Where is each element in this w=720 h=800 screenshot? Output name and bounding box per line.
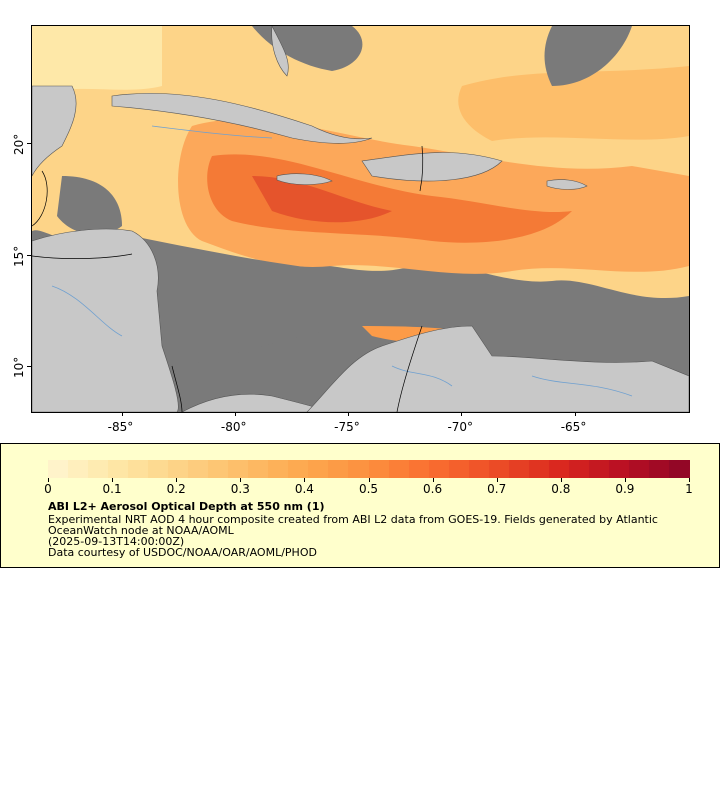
colorbar-tick-label: 1: [685, 482, 693, 496]
colorbar-tick-label: 0.2: [166, 482, 186, 496]
colorbar-cell: [268, 460, 289, 478]
legend-line-2: OceanWatch node at NOAA/AOML: [48, 524, 234, 537]
colorbar-cell: [228, 460, 249, 478]
colorbar-cell: [288, 460, 309, 478]
aod-map: [31, 25, 690, 413]
colorbar-tick-label: 0.4: [294, 482, 314, 496]
colorbar-tick: [176, 478, 178, 482]
colorbar-tick: [496, 478, 498, 482]
puerto-rico-land: [546, 179, 588, 190]
colorbar-cell: [528, 460, 550, 478]
colorbar-tick-label: 0.6: [423, 482, 443, 496]
y-axis-tick-label: 15°: [12, 245, 26, 267]
rivers: [51, 125, 633, 397]
colorbar-tick: [240, 478, 242, 482]
colorbar-tick: [112, 478, 114, 482]
colorbar-cell: [668, 460, 690, 478]
colorbar-cell: [68, 460, 89, 478]
borders: [32, 145, 424, 412]
colorbar-cell: [328, 460, 349, 478]
colorbar-cell: [468, 460, 490, 478]
colorbar-cell: [388, 460, 410, 478]
x-axis-tick-label: -75°: [334, 420, 360, 434]
land-masses: [32, 26, 689, 412]
colorbar-cell: [188, 460, 209, 478]
x-axis-tick: [348, 412, 350, 416]
yucatan-land: [32, 85, 77, 177]
legend-line-4: Data courtesy of USDOC/NOAA/OAR/AOML/PHO…: [48, 546, 317, 559]
colorbar-cell: [128, 460, 149, 478]
colorbar-cell: [348, 460, 369, 478]
colorbar-cell: [568, 460, 590, 478]
y-axis-tick: [27, 143, 31, 145]
colorbar-cell: [488, 460, 510, 478]
y-axis-tick-label: 10°: [12, 357, 26, 379]
legend-line-3: (2025-09-13T14:00:00Z): [48, 535, 185, 548]
colorbar-cell: [368, 460, 390, 478]
colorbar-tick: [624, 478, 626, 482]
colorbar-cell: [308, 460, 329, 478]
colorbar-tick-label: 0.1: [102, 482, 122, 496]
colorbar-tick: [48, 478, 49, 482]
colorbar: [48, 460, 690, 478]
colorbar-cell: [48, 460, 69, 478]
colorbar-cell: [168, 460, 189, 478]
colorbar-cell: [628, 460, 650, 478]
y-axis-tick-label: 20°: [12, 133, 26, 156]
colorbar-tick: [304, 478, 306, 482]
x-axis-tick: [461, 412, 463, 416]
x-axis-tick-label: -65°: [560, 420, 587, 434]
colorbar-tick-label: 0.5: [358, 482, 379, 496]
south-america-land: [306, 325, 689, 412]
colorbar-cell: [448, 460, 470, 478]
map-canvas: [32, 26, 689, 412]
no-data-regions: [57, 26, 689, 366]
colorbar-cell: [248, 460, 269, 478]
colorbar-tick-label: 0.9: [615, 482, 635, 496]
colorbar-tick-label: 0.3: [230, 482, 250, 496]
colorbar-tick-label: 0.8: [551, 482, 571, 496]
colorbar-cell: [548, 460, 570, 478]
jamaica-land: [276, 173, 333, 185]
colorbar-cell: [588, 460, 610, 478]
x-axis-tick-label: -80°: [220, 420, 247, 434]
colorbar-cell: [208, 460, 229, 478]
colorbar-tick-label: 0: [44, 482, 52, 496]
x-axis-tick: [574, 412, 576, 416]
colorbar-cell: [88, 460, 109, 478]
colorbar-tick: [560, 478, 562, 482]
y-axis-tick: [27, 254, 31, 256]
colorbar-cell: [648, 460, 670, 478]
legend-line-1: Experimental NRT AOD 4 hour composite cr…: [48, 513, 658, 526]
colorbar-cell: [108, 460, 129, 478]
cuba-land: [111, 93, 373, 144]
legend-panel: 0 0.1 0.2 0.3 0.4 0.5 0.6 0.7 0.8 0.9 1 ABI L2+ Ae…: [0, 443, 720, 568]
x-axis-tick: [234, 412, 236, 416]
colorbar-tick-label: 0.7: [487, 482, 507, 496]
colorbar-tick: [368, 478, 370, 482]
legend-title: ABI L2+ Aerosol Optical Depth at 550 nm …: [48, 500, 325, 513]
colorbar-cell: [608, 460, 630, 478]
colorbar-cell: [508, 460, 530, 478]
y-axis-tick: [27, 366, 31, 368]
x-axis-tick-label: -85°: [107, 420, 134, 434]
colorbar-tick: [689, 478, 690, 482]
bahamas-land: [271, 26, 289, 77]
colorbar-cell: [408, 460, 430, 478]
colorbar-cell: [428, 460, 450, 478]
x-axis-tick: [121, 412, 123, 416]
x-axis-tick-label: -70°: [447, 420, 474, 434]
central-america-land: [32, 228, 179, 412]
colorbar-tick: [432, 478, 434, 482]
hispaniola-land: [361, 152, 503, 182]
colorbar-cell: [148, 460, 169, 478]
